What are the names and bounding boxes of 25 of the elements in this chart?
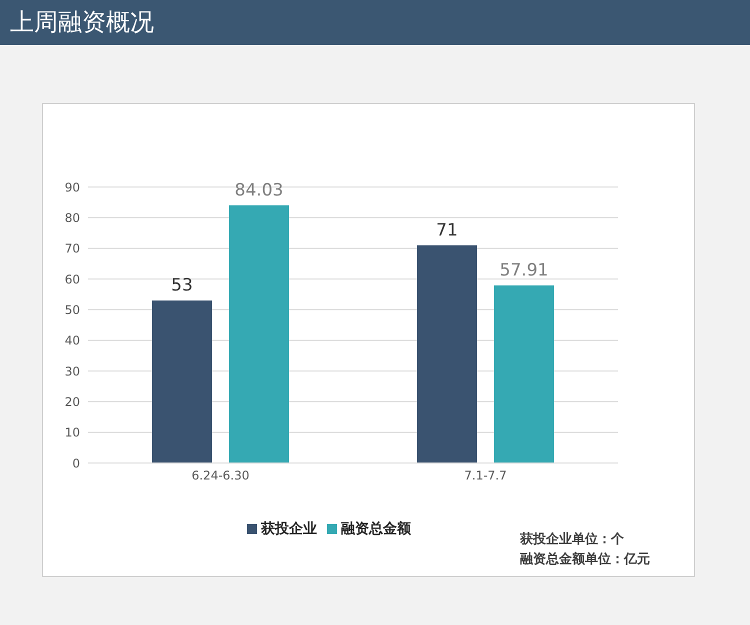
text: 融资总金额单位：亿元: [520, 550, 650, 569]
bar: [152, 300, 212, 463]
legend-label: 融资总金额: [341, 521, 411, 537]
data-label: 84.03: [234, 180, 284, 200]
y-tick-label: 0: [72, 456, 80, 470]
data-label: 53: [171, 275, 193, 296]
y-tick-label: 30: [64, 364, 80, 378]
y-tick-label: 50: [64, 302, 80, 317]
y-tick-label: 80: [64, 210, 80, 225]
y-tick-label: 10: [64, 426, 80, 440]
data-label: 57.91: [500, 260, 548, 280]
bar: [229, 205, 289, 463]
y-tick-label: 90: [64, 180, 80, 194]
data-label: 71: [436, 220, 458, 240]
y-tick-label: 60: [64, 272, 80, 286]
legend-label: 获投企业: [261, 521, 317, 537]
chart-title: 上周融资概况: [10, 7, 154, 38]
text: 获投企业单位：个: [520, 531, 625, 549]
bar: [494, 285, 554, 463]
bar: [417, 245, 477, 463]
x-tick-label: 6.24-6.30: [192, 468, 250, 483]
y-tick-label: 40: [64, 334, 80, 348]
y-tick-label: 70: [64, 242, 80, 256]
y-tick-label: 20: [64, 394, 80, 409]
x-tick-label: 7.1-7.7: [464, 468, 507, 483]
